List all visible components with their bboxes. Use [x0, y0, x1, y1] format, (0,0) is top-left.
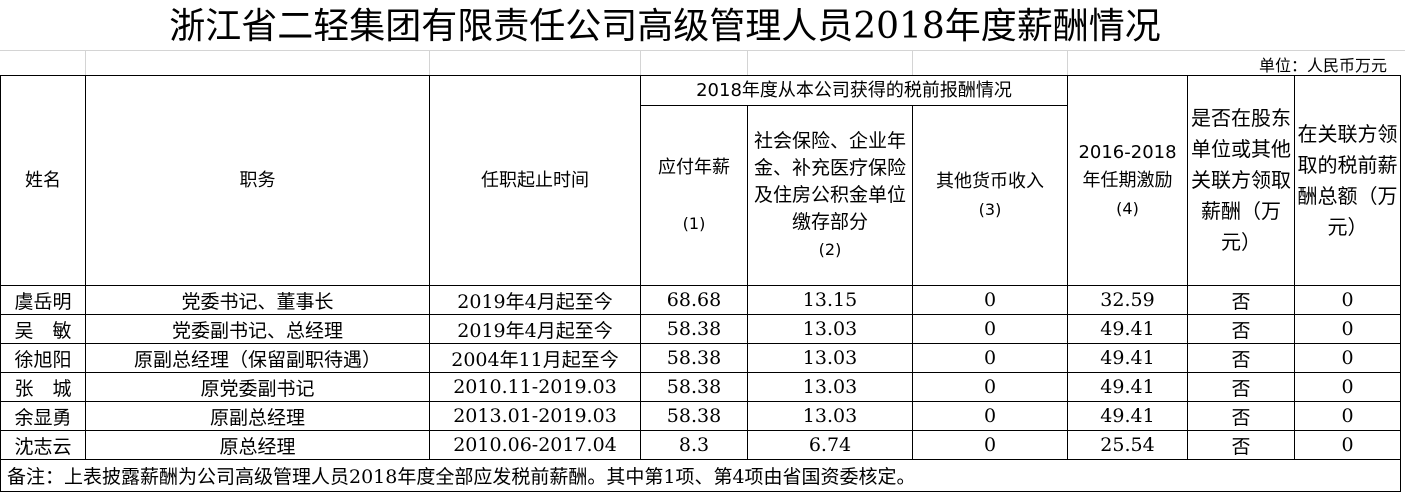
- table-row: 余显勇 原副总经理 2013.01-2019.03 58.38 13.03 0 49.41 否…: [0, 401, 1401, 431]
- cell-shareholder: 否: [1187, 372, 1295, 402]
- cell-position: 原副总经理: [85, 401, 430, 431]
- table-row: 沈志云 原总经理 2010.06-2017.04 8.3 6.74 0 25.54 否 0: [0, 430, 1401, 460]
- cell-term: 2019年4月起至今: [429, 285, 641, 315]
- cell-salary: 58.38: [640, 372, 748, 402]
- header-incentive-no: (4): [1116, 198, 1139, 218]
- cell-related: 0: [1294, 401, 1401, 431]
- cell-related: 0: [1294, 430, 1401, 460]
- gridline: [85, 50, 86, 76]
- cell-other: 0: [912, 401, 1068, 431]
- gridline: [747, 50, 748, 76]
- cell-shareholder: 否: [1187, 430, 1295, 460]
- table-row: 虞岳明 党委书记、董事长 2019年4月起至今 68.68 13.15 0 32.59 否 0: [0, 285, 1401, 315]
- cell-other: 0: [912, 430, 1068, 460]
- cell-name: 徐旭阳: [0, 343, 86, 373]
- cell-salary: 68.68: [640, 285, 748, 315]
- header-group: 2018年度从本公司获得的税前报酬情况: [640, 75, 1068, 106]
- cell-shareholder: 否: [1187, 314, 1295, 344]
- cell-insurance: 6.74: [747, 430, 913, 460]
- cell-incentive: 49.41: [1067, 401, 1188, 431]
- cell-related: 0: [1294, 343, 1401, 373]
- cell-shareholder: 否: [1187, 401, 1295, 431]
- table-row: 吴 敏党委副书记、总经理 2019年4月起至今 58.38 13.03 0 49.41 否 0: [0, 314, 1401, 344]
- cell-shareholder: 否: [1187, 343, 1295, 373]
- gridline: [429, 50, 430, 76]
- cell-insurance: 13.15: [747, 285, 913, 315]
- header-insurance: 社会保险、企业年金、补充医疗保险及住房公积金单位缴存部分 (2): [747, 105, 913, 286]
- note: 备注：上表披露薪酬为公司高级管理人员2018年度全部应发税前薪酬。其中第1项、第…: [0, 459, 1401, 492]
- header-insurance-no: (2): [818, 239, 842, 259]
- header-term: 任职起止时间: [429, 75, 641, 286]
- cell-other: 0: [912, 343, 1068, 373]
- header-salary-label: 应付年薪: [658, 156, 730, 178]
- cell-salary: 58.38: [640, 314, 748, 344]
- cell-salary: 58.38: [640, 401, 748, 431]
- cell-position: 原党委副书记: [85, 372, 430, 402]
- header-incentive-label: 2016-2018年任期激励: [1078, 141, 1177, 191]
- table-row: 徐旭阳 原副总经理（保留副职待遇） 2004年11月起至今 58.38 13.03 0 49…: [0, 343, 1401, 373]
- header-salary: 应付年薪 (1): [640, 105, 748, 286]
- header-related: 在关联方领取的税前薪酬总额（万元）: [1294, 75, 1401, 286]
- header-related-label: 在关联方领取的税前薪酬总额（万元）: [1297, 121, 1398, 239]
- gridline: [640, 50, 641, 76]
- header-other-no: (3): [978, 199, 1002, 219]
- cell-term: 2010.11-2019.03: [429, 372, 641, 402]
- page-title: 浙江省二轻集团有限责任公司高级管理人员2018年度薪酬情况: [169, 6, 1161, 47]
- unit-label: 单位：人民币万元: [1258, 56, 1387, 75]
- table-row: 张 城原党委副书记 2010.11-2019.03 58.38 13.03 0 49.41…: [0, 372, 1401, 402]
- cell-incentive: 49.41: [1067, 343, 1188, 373]
- cell-term: 2013.01-2019.03: [429, 401, 641, 431]
- cell-shareholder: 否: [1187, 285, 1295, 315]
- cell-related: 0: [1294, 314, 1401, 344]
- cell-name: 吴 敏: [0, 314, 86, 344]
- cell-name: 张 城: [0, 372, 86, 402]
- cell-related: 0: [1294, 285, 1401, 315]
- cell-term: 2004年11月起至今: [429, 343, 641, 373]
- gridline: [912, 50, 913, 76]
- header-salary-no: (1): [682, 213, 706, 233]
- cell-incentive: 49.41: [1067, 372, 1188, 402]
- cell-position: 原总经理: [85, 430, 430, 460]
- gridline: [1067, 50, 1068, 76]
- cell-insurance: 13.03: [747, 372, 913, 402]
- cell-salary: 58.38: [640, 343, 748, 373]
- cell-other: 0: [912, 314, 1068, 344]
- cell-name: 沈志云: [0, 430, 86, 460]
- cell-position: 原副总经理（保留副职待遇）: [85, 343, 430, 373]
- salary-table: 姓名 职务 任职起止时间 2018年度从本公司获得的税前报酬情况 2016-20…: [0, 75, 1401, 492]
- header-position: 职务: [85, 75, 430, 286]
- cell-incentive: 49.41: [1067, 314, 1188, 344]
- cell-position: 党委副书记、总经理: [85, 314, 430, 344]
- cell-other: 0: [912, 285, 1068, 315]
- cell-insurance: 13.03: [747, 401, 913, 431]
- cell-incentive: 25.54: [1067, 430, 1188, 460]
- cell-other: 0: [912, 372, 1068, 402]
- header-shareholder-label: 是否在股东单位或其他关联方领取薪酬（万元）: [1191, 106, 1291, 254]
- cell-name: 余显勇: [0, 401, 86, 431]
- header-name: 姓名: [0, 75, 86, 286]
- cell-insurance: 13.03: [747, 343, 913, 373]
- cell-term: 2019年4月起至今: [429, 314, 641, 344]
- header-shareholder: 是否在股东单位或其他关联方领取薪酬（万元）: [1187, 75, 1295, 286]
- cell-position: 党委书记、董事长: [85, 285, 430, 315]
- cell-term: 2010.06-2017.04: [429, 430, 641, 460]
- header-insurance-label: 社会保险、企业年金、补充医疗保险及住房公积金单位缴存部分: [753, 129, 906, 233]
- header-other: 其他货币收入 (3): [912, 105, 1068, 286]
- cell-related: 0: [1294, 372, 1401, 402]
- cell-incentive: 32.59: [1067, 285, 1188, 315]
- cell-insurance: 13.03: [747, 314, 913, 344]
- gridlines: [0, 50, 1405, 77]
- header-other-label: 其他货币收入: [936, 170, 1044, 192]
- cell-salary: 8.3: [640, 430, 748, 460]
- header-incentive: 2016-2018年任期激励 (4): [1067, 75, 1188, 286]
- cell-name: 虞岳明: [0, 285, 86, 315]
